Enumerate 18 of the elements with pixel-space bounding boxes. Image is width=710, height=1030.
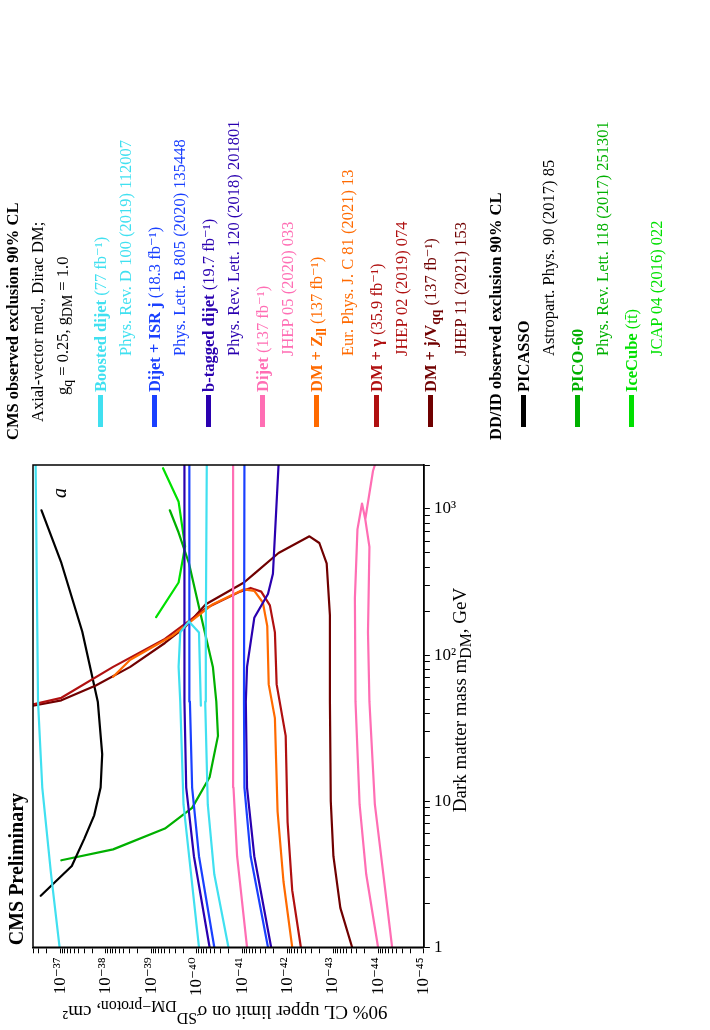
x-tick-label: 10⁻³⁸	[95, 957, 115, 995]
text: PICASSO Astropart. Phys. 90 (2017) 85	[513, 159, 559, 392]
x-tick-label: 10⁻⁴⁵	[413, 957, 433, 996]
text: PICO-60 Phys. Rev. Lett. 118 (2017) 251301	[567, 121, 613, 392]
x-tick-label: 10⁻⁴²	[277, 957, 297, 995]
x-tick-label: 10⁻⁴³	[322, 957, 342, 995]
x-tick-label: 10⁻⁴⁰	[186, 957, 206, 996]
text: CMS Preliminary	[5, 792, 29, 946]
x-tick-label: 10⁻³⁷	[49, 957, 69, 995]
x-tick-label: 10⁻⁴¹	[231, 957, 251, 995]
y-tick-label: 10	[433, 790, 451, 810]
x-tick-label: 10⁻³⁹	[140, 957, 160, 995]
y-tick-label: 10³	[433, 498, 457, 518]
x-tick-label: 10⁻⁴⁴	[367, 957, 387, 996]
annotation: a	[48, 488, 71, 498]
text: Dijet (137 fb⁻¹) JHEP 05 (2020) 033	[252, 221, 299, 392]
text: DD/ID observed exclusion 90% CL	[484, 191, 506, 440]
y-tick-label: 1	[433, 936, 443, 956]
